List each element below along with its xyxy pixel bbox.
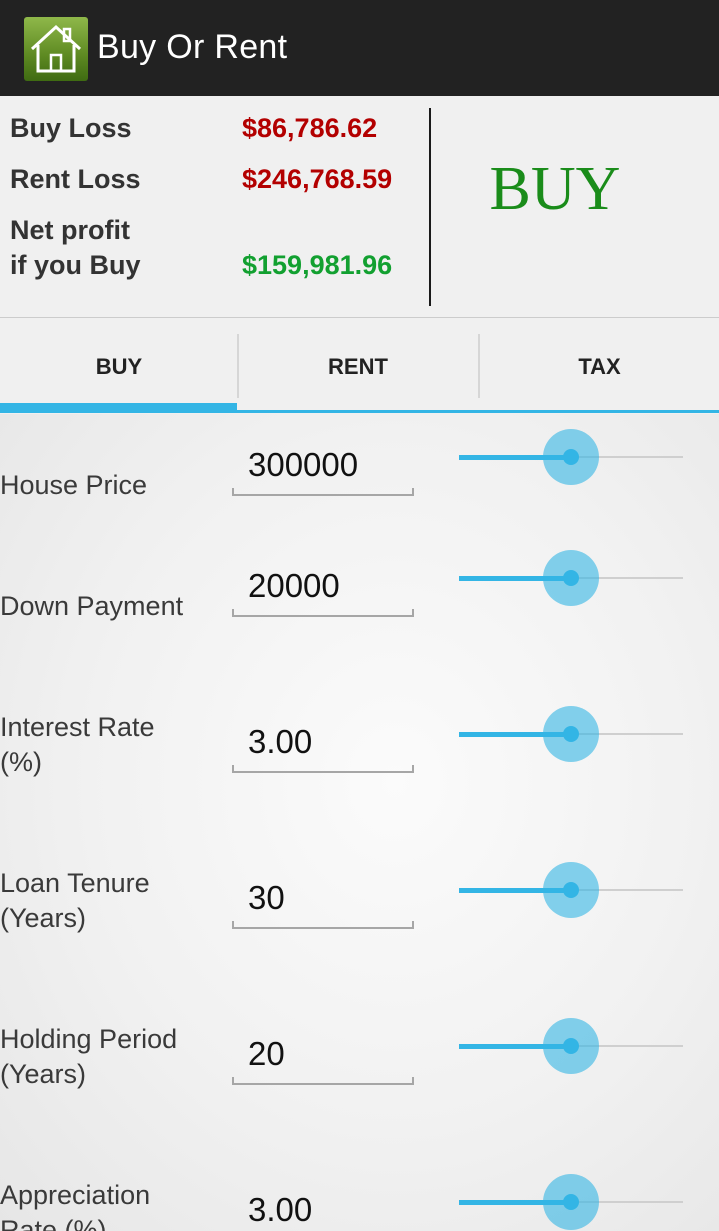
input-underline-tick (412, 921, 414, 929)
rent-loss-label: Rent Loss (10, 164, 141, 194)
input-underline-tick (412, 765, 414, 773)
verdict-text: BUY (489, 155, 621, 223)
loan-tenure-input[interactable]: 30 (232, 879, 414, 929)
down-payment-slider[interactable] (459, 548, 683, 608)
input-underline-tick (412, 1077, 414, 1085)
house-price-label: House Price (0, 468, 147, 503)
house-price-label-line1: House Price (0, 470, 148, 500)
slider-fill (459, 455, 571, 460)
slider-thumb[interactable] (563, 570, 579, 586)
input-underline-tick (232, 609, 234, 617)
input-underline (232, 771, 414, 773)
interest-rate-label: Interest Rate (%) (0, 710, 155, 780)
house-price-slider[interactable] (459, 427, 683, 487)
interest-rate-label-line1: Interest Rate (0, 712, 155, 742)
tab-tax-label: TAX (578, 354, 621, 379)
down-payment-label: Down Payment (0, 589, 183, 624)
input-underline-tick (232, 765, 234, 773)
appreciation-rate-value: 3.00 (248, 1191, 313, 1228)
tab-tax[interactable]: TAX (480, 318, 719, 414)
input-underline (232, 615, 414, 617)
loan-tenure-slider[interactable] (459, 860, 683, 920)
loan-tenure-label-line1: Loan Tenure (0, 868, 150, 898)
house-icon[interactable] (24, 17, 88, 81)
summary-divider (429, 108, 431, 306)
input-underline (232, 927, 414, 929)
interest-rate-label-line2: (%) (0, 747, 42, 777)
appreciation-rate-label: Appreciation Rate (%) (0, 1178, 150, 1231)
slider-fill (459, 576, 571, 581)
interest-rate-input[interactable]: 3.00 (232, 723, 414, 773)
app-title: Buy Or Rent (97, 28, 288, 66)
slider-fill (459, 732, 571, 737)
holding-period-label-line1: Holding Period (0, 1024, 178, 1054)
appreciation-rate-label-line2: Rate (%) (0, 1215, 107, 1231)
slider-thumb[interactable] (563, 726, 579, 742)
holding-period-label-line2: (Years) (0, 1059, 87, 1089)
buy-loss-label: Buy Loss (10, 113, 132, 143)
appreciation-rate-input[interactable]: 3.00 (232, 1191, 414, 1231)
down-payment-label-line1: Down Payment (0, 591, 184, 621)
buy-form: House Price 300000 Down Payment 20000 (0, 414, 719, 1231)
holding-period-slider[interactable] (459, 1016, 683, 1076)
rent-loss-value: $246,768.59 (242, 164, 393, 194)
slider-thumb[interactable] (563, 882, 579, 898)
loan-tenure-label-line2: (Years) (0, 903, 87, 933)
net-profit-label: Net profit if you Buy (10, 213, 141, 283)
tab-separator (478, 334, 480, 398)
net-profit-label-line1: Net profit (10, 215, 130, 245)
input-underline-tick (232, 1077, 234, 1085)
holding-period-label: Holding Period (Years) (0, 1022, 177, 1092)
holding-period-value: 20 (248, 1035, 285, 1072)
slider-thumb[interactable] (563, 1038, 579, 1054)
input-underline (232, 1083, 414, 1085)
tab-separator (237, 334, 239, 398)
holding-period-input[interactable]: 20 (232, 1035, 414, 1085)
slider-fill (459, 1200, 571, 1205)
input-underline-tick (412, 488, 414, 496)
tab-buy[interactable]: BUY (0, 318, 238, 414)
interest-rate-slider[interactable] (459, 704, 683, 764)
action-bar: Buy Or Rent (0, 0, 719, 96)
interest-rate-value: 3.00 (248, 723, 313, 760)
tab-selected-indicator (0, 403, 237, 413)
tab-buy-label: BUY (95, 354, 143, 379)
input-underline-tick (412, 609, 414, 617)
house-price-value: 300000 (248, 446, 359, 483)
input-underline-tick (232, 488, 234, 496)
slider-thumb[interactable] (563, 449, 579, 465)
net-profit-value: $159,981.96 (242, 250, 393, 280)
down-payment-input[interactable]: 20000 (232, 567, 414, 617)
tab-bar: BUY RENT TAX (0, 318, 719, 414)
input-underline (232, 494, 414, 496)
appreciation-rate-label-line1: Appreciation (0, 1180, 151, 1210)
house-price-input[interactable]: 300000 (232, 446, 414, 496)
slider-fill (459, 1044, 571, 1049)
loan-tenure-label: Loan Tenure (Years) (0, 866, 150, 936)
net-profit-label-line2: if you Buy (10, 250, 141, 280)
appreciation-rate-slider[interactable] (459, 1172, 683, 1231)
tab-underline (0, 410, 719, 413)
buy-loss-value: $86,786.62 (242, 113, 378, 143)
slider-fill (459, 888, 571, 893)
input-underline-tick (232, 921, 234, 929)
down-payment-value: 20000 (248, 567, 340, 604)
tab-rent[interactable]: RENT (239, 318, 477, 414)
summary-panel: Buy Loss $86,786.62 Rent Loss $246,768.5… (0, 96, 719, 318)
slider-thumb[interactable] (563, 1194, 579, 1210)
tab-rent-label: RENT (328, 354, 388, 379)
loan-tenure-value: 30 (248, 879, 285, 916)
